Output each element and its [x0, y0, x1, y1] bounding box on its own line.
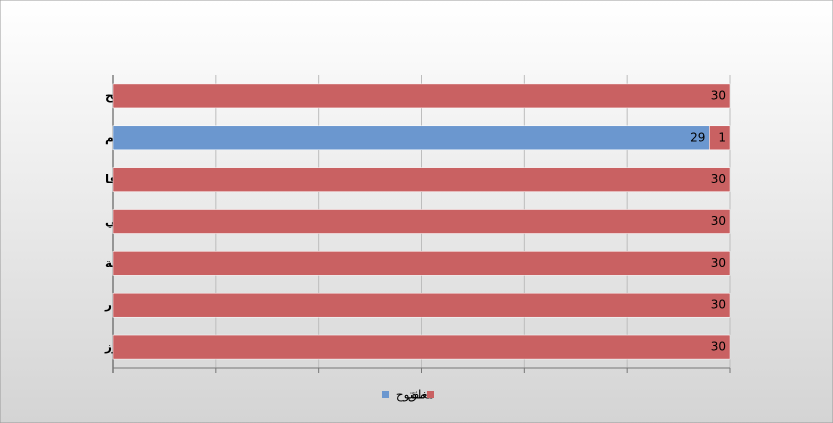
legend-label: مفتوح	[396, 388, 426, 403]
bar-segment	[709, 125, 731, 151]
data-label: 30	[711, 88, 726, 102]
bar-segment	[112, 334, 731, 360]
bar-segment	[112, 83, 731, 109]
bar-segment	[112, 167, 731, 192]
legend-swatch	[382, 391, 389, 398]
data-label: 30	[711, 256, 726, 270]
bar-segment	[112, 251, 731, 276]
data-label: 1	[718, 130, 726, 144]
bar-segment	[112, 125, 710, 151]
data-label: 30	[711, 214, 726, 228]
data-label: 30	[711, 172, 726, 186]
bar-segment	[112, 209, 731, 234]
legend-swatch	[427, 391, 434, 398]
data-label: 30	[711, 298, 726, 312]
data-label: 29	[690, 130, 705, 144]
bar-segment	[112, 292, 731, 318]
data-label: 30	[711, 340, 726, 354]
